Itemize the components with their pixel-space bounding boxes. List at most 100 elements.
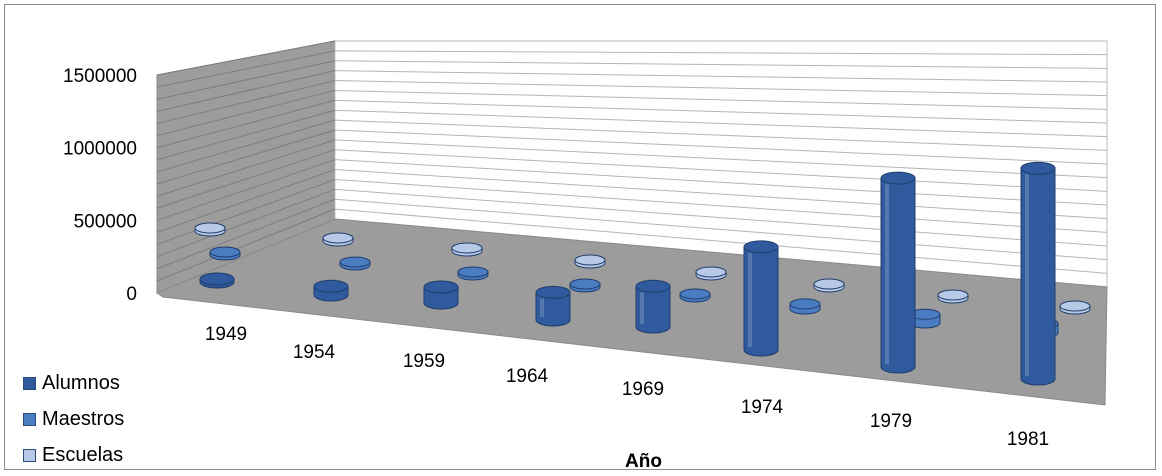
cylinder-body (1020, 167, 1056, 386)
gridline-back (334, 198, 1108, 261)
cylinder-escuelas (813, 278, 845, 293)
cylinder-top (339, 256, 371, 268)
x-tick-label: 1959 (403, 351, 445, 372)
cylinder-top (937, 289, 969, 301)
gridline-back (334, 89, 1108, 110)
y-tick-label: 1500000 (63, 66, 137, 87)
cylinder-top (423, 280, 459, 294)
gridline-side (156, 60, 336, 100)
legend-item-escuelas: Escuelas (23, 437, 124, 473)
cylinder-top (574, 254, 606, 266)
cylinder-top (789, 298, 821, 310)
cylinder-top (457, 266, 489, 278)
legend-label-alumnos: Alumnos (42, 371, 120, 394)
cylinder-maestros (789, 298, 821, 315)
cylinder-top (322, 232, 354, 244)
cylinder-maestros (569, 278, 601, 293)
x-tick-label: 1954 (293, 342, 336, 363)
cylinder-alumnos (1020, 161, 1056, 386)
cylinder-escuelas (574, 254, 606, 269)
gridline-back (334, 109, 1108, 138)
gridline-side (156, 198, 336, 270)
cylinder-maestros (679, 288, 711, 303)
cylinder-top (880, 171, 916, 185)
legend-swatch-maestros (23, 412, 36, 426)
x-tick-label: 1974 (741, 397, 784, 418)
gridline-side (156, 169, 336, 233)
cylinder-escuelas (322, 232, 354, 247)
cylinder-alumnos (743, 240, 779, 357)
y-tick-label: 500000 (74, 211, 137, 232)
cylinder-highlight (885, 184, 889, 364)
gridline-back (334, 178, 1108, 233)
cylinder-top (535, 285, 571, 299)
cylinder-top (695, 266, 727, 278)
cylinder-maestros (339, 256, 371, 271)
cylinder-alumnos (199, 272, 235, 289)
gridline-back (334, 208, 1108, 274)
y-tick-label: 0 (126, 284, 137, 305)
gridline-side (156, 119, 336, 173)
legend-item-maestros: Maestros (23, 401, 124, 437)
cylinder-top (1020, 161, 1056, 175)
cylinder-alumnos (313, 279, 349, 302)
gridline-side (156, 80, 336, 124)
cylinder-escuelas (451, 242, 483, 257)
gridline-back (334, 60, 1108, 69)
legend-swatch-alumnos (23, 376, 36, 390)
cylinder-top (743, 240, 779, 254)
cylinder-top (679, 288, 711, 300)
x-tick-label: 1969 (622, 379, 664, 400)
gridline-side (156, 208, 336, 282)
legend-item-alumnos: Alumnos (23, 365, 124, 401)
cylinder-maestros (209, 246, 241, 261)
y-tick-label: 1000000 (63, 139, 137, 160)
chart-svg: 0 500000 1000000 1500000 1949 1954 1959 1964 19… (63, 40, 1108, 450)
gridline-back (334, 159, 1108, 206)
cylinder-top (313, 279, 349, 293)
cylinder-escuelas (695, 266, 727, 281)
gridline-back (334, 80, 1108, 97)
chart-area: 0 500000 1000000 1500000 1949 1954 1959 1964 19… (4, 4, 1156, 473)
x-tick-label: 1964 (506, 366, 549, 387)
gridline-back (334, 99, 1108, 124)
x-axis: 1949 1954 1959 1964 1969 1974 1979 1981 (205, 324, 1049, 450)
cylinder-top (813, 278, 845, 290)
x-tick-label: 1981 (1007, 429, 1049, 450)
cylinder-escuelas (194, 222, 226, 237)
cylinder-top (199, 272, 235, 286)
legend-label-maestros: Maestros (42, 407, 125, 430)
cylinder-alumnos (535, 285, 571, 327)
cylinder-body (635, 285, 671, 334)
cylinder-top (209, 246, 241, 258)
x-axis-title: Año (625, 451, 662, 472)
cylinder-top (451, 242, 483, 254)
cylinder-escuelas (1059, 300, 1091, 315)
cylinder-alumnos (635, 279, 671, 334)
cylinder-alumnos (880, 171, 916, 374)
cylinder-body (743, 246, 779, 357)
x-tick-label: 1949 (205, 324, 247, 345)
gridline-side (156, 178, 336, 246)
cylinder-top (569, 278, 601, 290)
cylinder-highlight (1025, 174, 1029, 376)
legend: Alumnos Maestros Escuelas (23, 365, 124, 473)
gridline-back (334, 149, 1108, 192)
gridline-side (156, 139, 336, 197)
gridline-side (156, 99, 336, 149)
gridline-back (334, 139, 1108, 179)
gridline-back (334, 169, 1108, 220)
cylinder-body (880, 177, 916, 374)
legend-label-escuelas: Escuelas (42, 443, 124, 466)
cylinder-highlight (748, 252, 752, 347)
gridline-side (156, 40, 336, 76)
cylinder-top (1059, 300, 1091, 312)
gridline-back (334, 188, 1108, 247)
gridline-side (156, 149, 336, 209)
cylinder-alumnos (423, 280, 459, 310)
cylinder-top (194, 222, 226, 234)
cylinders (194, 161, 1091, 386)
cylinder-highlight (540, 298, 544, 317)
cylinder-top (635, 279, 671, 293)
gridline-side (156, 89, 336, 137)
